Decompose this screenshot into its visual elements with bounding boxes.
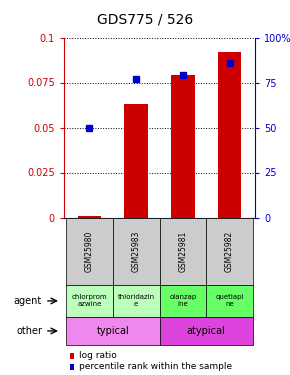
Text: atypical: atypical <box>187 326 226 336</box>
Text: log ratio: log ratio <box>79 351 116 360</box>
Text: GSM25980: GSM25980 <box>85 231 94 272</box>
Text: chlorprom
azwine: chlorprom azwine <box>72 294 107 307</box>
Text: percentile rank within the sample: percentile rank within the sample <box>79 362 232 371</box>
Text: agent: agent <box>14 296 42 306</box>
Text: typical: typical <box>97 326 129 336</box>
Bar <box>218 52 241 217</box>
Text: GSM25982: GSM25982 <box>225 231 234 272</box>
Text: other: other <box>16 326 42 336</box>
Text: GSM25983: GSM25983 <box>132 231 141 272</box>
Text: quetiapi
ne: quetiapi ne <box>215 294 244 307</box>
Text: GDS775 / 526: GDS775 / 526 <box>97 12 193 26</box>
Text: GSM25981: GSM25981 <box>178 231 187 272</box>
Text: olanzap
ine: olanzap ine <box>169 294 196 307</box>
Bar <box>171 75 195 217</box>
Text: thioridazin
e: thioridazin e <box>118 294 155 307</box>
Bar <box>78 216 101 217</box>
Bar <box>124 104 148 218</box>
